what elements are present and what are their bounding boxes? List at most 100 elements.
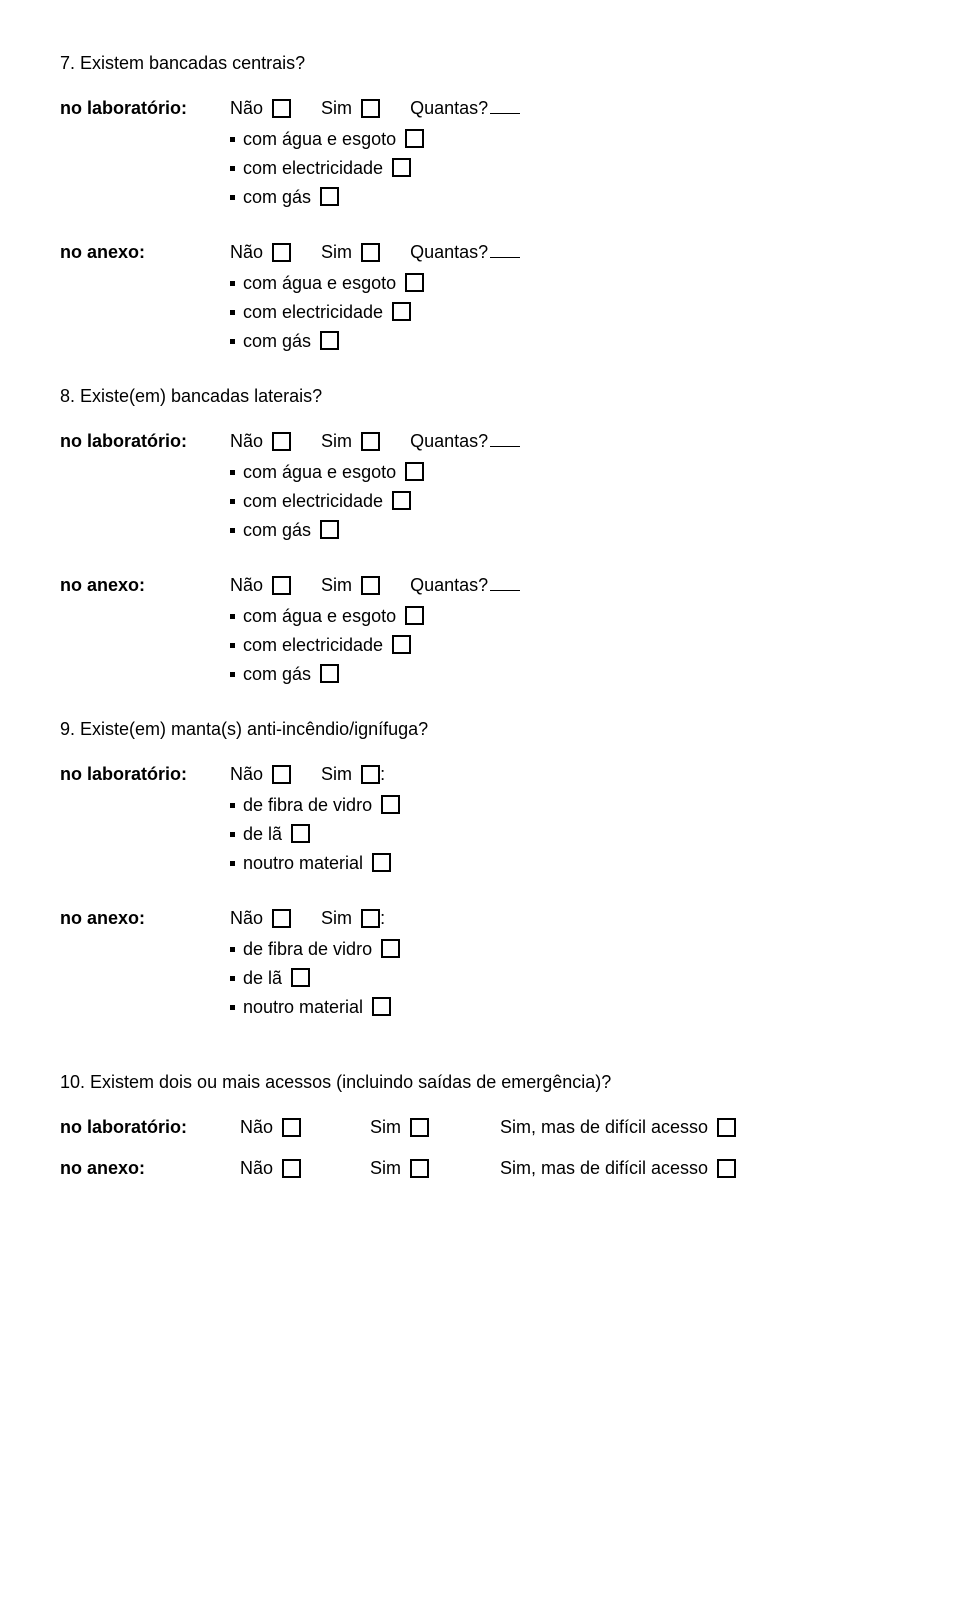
checkbox-icon[interactable] <box>361 576 380 595</box>
q9-lab-item-2: noutro material <box>230 850 900 877</box>
blank-line[interactable] <box>490 257 520 258</box>
blank-line[interactable] <box>490 446 520 447</box>
q7-anexo-row: no anexo: Não Sim Quantas? <box>60 239 900 266</box>
checkbox-icon[interactable] <box>272 243 291 262</box>
checkbox-icon[interactable] <box>361 765 380 784</box>
q7-anexo-item-1: com electricidade <box>230 299 900 326</box>
q9-lab-row: no laboratório: Não Sim : <box>60 761 900 788</box>
q8-anexo-item-2: com gás <box>230 661 900 688</box>
checkbox-icon[interactable] <box>291 824 310 843</box>
q7-anexo-item-0: com água e esgoto <box>230 270 900 297</box>
q9-title: 9. Existe(em) manta(s) anti-incêndio/ign… <box>60 716 900 743</box>
q10-title: 10. Existem dois ou mais acessos (inclui… <box>60 1069 900 1096</box>
checkbox-icon[interactable] <box>381 939 400 958</box>
checkbox-icon[interactable] <box>272 765 291 784</box>
q7-lab-nao: Não <box>230 95 291 122</box>
q9-lab-sim: Sim : <box>321 761 385 788</box>
checkbox-icon[interactable] <box>405 273 424 292</box>
q8-anexo-label: no anexo: <box>60 572 230 599</box>
q8-lab-item-0: com água e esgoto <box>230 459 900 486</box>
q8-lab-row: no laboratório: Não Sim Quantas? <box>60 428 900 455</box>
checkbox-icon[interactable] <box>320 664 339 683</box>
checkbox-icon[interactable] <box>372 853 391 872</box>
q7-anexo-quantas: Quantas? <box>410 239 520 266</box>
q7-anexo-sim: Sim <box>321 239 380 266</box>
q7-lab-item-0: com água e esgoto <box>230 126 900 153</box>
q10-lab-row: no laboratório: Não Sim Sim, mas de difí… <box>60 1114 900 1141</box>
checkbox-icon[interactable] <box>272 99 291 118</box>
checkbox-icon[interactable] <box>381 795 400 814</box>
q9-anexo-nao: Não <box>230 905 291 932</box>
checkbox-icon[interactable] <box>410 1118 429 1137</box>
q9-lab-item-0: de fibra de vidro <box>230 792 900 819</box>
q7-anexo-nao: Não <box>230 239 291 266</box>
bullet-icon <box>230 499 235 504</box>
checkbox-icon[interactable] <box>372 997 391 1016</box>
q7-anexo-label: no anexo: <box>60 239 230 266</box>
checkbox-icon[interactable] <box>320 187 339 206</box>
q8-lab-item-2: com gás <box>230 517 900 544</box>
bullet-icon <box>230 470 235 475</box>
q8-anexo-sim: Sim <box>321 572 380 599</box>
checkbox-icon[interactable] <box>405 462 424 481</box>
q7-lab-sim: Sim <box>321 95 380 122</box>
q8-anexo-item-1: com electricidade <box>230 632 900 659</box>
checkbox-icon[interactable] <box>272 909 291 928</box>
checkbox-icon[interactable] <box>405 129 424 148</box>
checkbox-icon[interactable] <box>717 1118 736 1137</box>
checkbox-icon[interactable] <box>361 909 380 928</box>
q10-lab-sim: Sim <box>370 1114 500 1141</box>
q10-anexo-dificil: Sim, mas de difícil acesso <box>500 1155 736 1182</box>
checkbox-icon[interactable] <box>392 635 411 654</box>
bullet-icon <box>230 1005 235 1010</box>
checkbox-icon[interactable] <box>392 491 411 510</box>
q7-lab-sublist: com água e esgoto com electricidade com … <box>230 126 900 211</box>
q8-anexo-quantas: Quantas? <box>410 572 520 599</box>
checkbox-icon[interactable] <box>282 1118 301 1137</box>
checkbox-icon[interactable] <box>282 1159 301 1178</box>
bullet-icon <box>230 643 235 648</box>
q7-title: 7. Existem bancadas centrais? <box>60 50 900 77</box>
q9-lab-item-1: de lã <box>230 821 900 848</box>
checkbox-icon[interactable] <box>291 968 310 987</box>
q8-lab-sublist: com água e esgoto com electricidade com … <box>230 459 900 544</box>
checkbox-icon[interactable] <box>320 520 339 539</box>
q8-lab-sim: Sim <box>321 428 380 455</box>
bullet-icon <box>230 339 235 344</box>
bullet-icon <box>230 832 235 837</box>
q9-anexo-item-0: de fibra de vidro <box>230 936 900 963</box>
q7-lab-item-2: com gás <box>230 184 900 211</box>
q9-anexo-sim: Sim : <box>321 905 385 932</box>
checkbox-icon[interactable] <box>405 606 424 625</box>
q9-anexo-sublist: de fibra de vidro de lã noutro material <box>230 936 900 1021</box>
q9-anexo-item-2: noutro material <box>230 994 900 1021</box>
q7-anexo-sublist: com água e esgoto com electricidade com … <box>230 270 900 355</box>
checkbox-icon[interactable] <box>320 331 339 350</box>
blank-line[interactable] <box>490 113 520 114</box>
q7-lab-label: no laboratório: <box>60 95 230 122</box>
checkbox-icon[interactable] <box>392 158 411 177</box>
q8-anexo-nao: Não <box>230 572 291 599</box>
checkbox-icon[interactable] <box>361 432 380 451</box>
checkbox-icon[interactable] <box>392 302 411 321</box>
q10-anexo-label: no anexo: <box>60 1155 240 1182</box>
q7-anexo-item-2: com gás <box>230 328 900 355</box>
checkbox-icon[interactable] <box>272 576 291 595</box>
q10-anexo-nao: Não <box>240 1155 370 1182</box>
q10-anexo-sim: Sim <box>370 1155 500 1182</box>
checkbox-icon[interactable] <box>410 1159 429 1178</box>
checkbox-icon[interactable] <box>361 99 380 118</box>
bullet-icon <box>230 947 235 952</box>
checkbox-icon[interactable] <box>361 243 380 262</box>
blank-line[interactable] <box>490 590 520 591</box>
q10-anexo-row: no anexo: Não Sim Sim, mas de difícil ac… <box>60 1155 900 1182</box>
bullet-icon <box>230 614 235 619</box>
bullet-icon <box>230 976 235 981</box>
q9-anexo-label: no anexo: <box>60 905 230 932</box>
q10-lab-nao: Não <box>240 1114 370 1141</box>
checkbox-icon[interactable] <box>717 1159 736 1178</box>
q7-lab-row: no laboratório: Não Sim Quantas? <box>60 95 900 122</box>
bullet-icon <box>230 310 235 315</box>
q8-lab-quantas: Quantas? <box>410 428 520 455</box>
checkbox-icon[interactable] <box>272 432 291 451</box>
